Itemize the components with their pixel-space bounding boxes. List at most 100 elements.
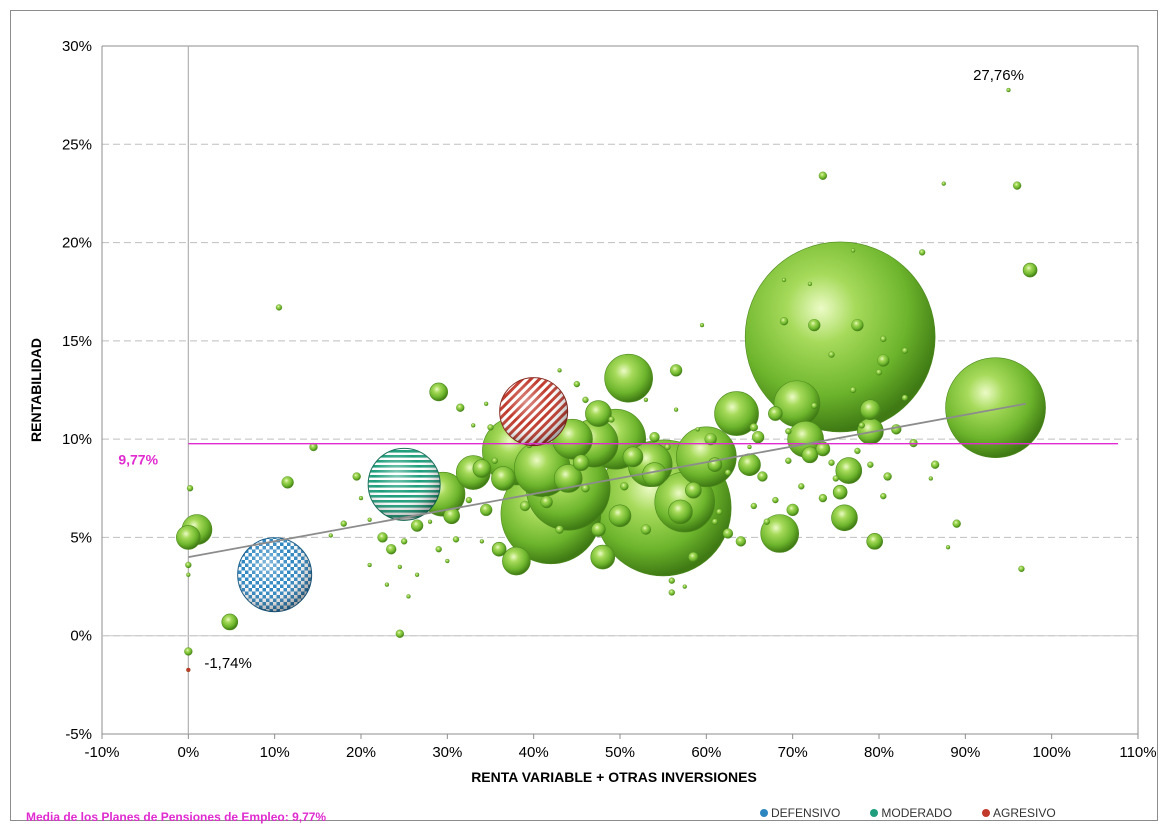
x-tick-label: 40% — [519, 744, 549, 761]
data-point — [749, 423, 758, 432]
data-point — [519, 500, 531, 512]
data-point — [735, 536, 747, 547]
data-point — [604, 353, 653, 403]
data-point — [443, 507, 460, 525]
data-point — [1022, 262, 1038, 278]
data-point — [757, 471, 768, 482]
data-point — [582, 396, 589, 403]
data-point — [807, 281, 813, 287]
data-point — [928, 476, 933, 481]
data-point — [699, 322, 705, 328]
data-point — [456, 403, 465, 412]
data-point — [668, 499, 693, 525]
x-tick-label: 90% — [950, 744, 980, 761]
data-point — [860, 399, 881, 420]
data-point — [608, 416, 615, 423]
data-point — [828, 459, 835, 466]
data-point — [818, 171, 828, 180]
data-point — [919, 249, 926, 256]
data-point — [930, 460, 940, 469]
data-point — [281, 476, 294, 489]
data-point — [573, 380, 580, 388]
x-axis-title: RENTA VARIABLE + OTRAS INVERSIONES — [471, 769, 757, 785]
data-point — [785, 428, 792, 435]
x-tick-label: 110% — [1119, 744, 1156, 761]
mean-label: 9,77% — [118, 452, 158, 468]
data-point — [673, 407, 679, 412]
data-point — [406, 594, 411, 599]
data-point — [643, 397, 649, 402]
annotation-max: 27,76% — [973, 67, 1024, 84]
y-tick-label: 10% — [62, 431, 92, 448]
data-point — [747, 444, 752, 450]
data-point — [781, 277, 787, 283]
y-tick-label: 20% — [62, 235, 92, 252]
data-point — [772, 496, 779, 504]
data-point — [367, 562, 372, 568]
data-point — [358, 495, 364, 501]
data-point — [186, 572, 191, 577]
data-point — [1018, 565, 1025, 573]
data-point — [818, 493, 828, 503]
legend-label-defensivo: DEFENSIVO — [771, 806, 841, 820]
data-point — [410, 519, 424, 532]
data-point — [711, 518, 719, 525]
data-point — [557, 368, 562, 373]
trend-line — [188, 402, 1026, 558]
data-point — [866, 533, 883, 550]
data-point — [491, 466, 516, 491]
legend-item-agresivo: AGRESIVO — [982, 806, 1056, 820]
data-point — [401, 538, 408, 545]
data-point — [221, 613, 239, 631]
y-tick-label: 0% — [70, 628, 92, 645]
data-point — [186, 485, 194, 492]
data-point — [435, 546, 442, 553]
legend-item-moderado: MODERADO — [870, 806, 952, 820]
data-point — [952, 519, 961, 528]
data-point — [309, 442, 318, 452]
data-point — [850, 248, 856, 253]
x-tick-label: -10% — [84, 744, 119, 761]
data-point — [751, 431, 765, 444]
data-point — [832, 475, 839, 482]
data-point — [714, 391, 759, 436]
data-point — [275, 304, 283, 311]
labels: -5% 0% 5% 10% 15% 20% 25% 30% -10% 0% 10% 20% 30% 40%… — [62, 38, 1157, 761]
data-point — [452, 536, 460, 543]
data-point-min — [186, 667, 191, 672]
x-tick-label: 30% — [432, 744, 462, 761]
x-tick-label: 70% — [778, 744, 808, 761]
reference-lines — [188, 402, 1118, 558]
data-point — [649, 432, 660, 443]
data-point — [785, 457, 792, 464]
data-point — [397, 564, 403, 570]
y-tick-label: 30% — [62, 38, 92, 55]
data-point — [724, 469, 732, 476]
data-point — [945, 545, 951, 550]
data-point — [901, 347, 909, 354]
data-point — [540, 495, 553, 509]
data-point — [858, 422, 865, 429]
legend-label-agresivo: AGRESIVO — [993, 806, 1056, 820]
x-tick-label: 10% — [260, 744, 290, 761]
data-point — [620, 482, 629, 491]
data-point — [585, 400, 612, 427]
data-point — [851, 318, 864, 332]
data-point — [642, 462, 667, 487]
data-point — [875, 369, 883, 376]
data-point — [340, 520, 347, 527]
data-point — [668, 577, 675, 584]
annotation-min: -1,74% — [204, 655, 252, 672]
data-point-moderado-shade — [368, 448, 441, 521]
data-point — [395, 629, 405, 638]
data-point — [877, 354, 890, 367]
data-point — [664, 443, 671, 451]
y-tick-label: 15% — [62, 333, 92, 350]
data-point — [185, 561, 192, 569]
x-tick-label: 80% — [864, 744, 894, 761]
data-point — [414, 572, 420, 577]
data-point — [941, 181, 946, 186]
y-axis-title: RENTABILIDAD — [28, 338, 44, 442]
y-tick-label: 25% — [62, 136, 92, 153]
